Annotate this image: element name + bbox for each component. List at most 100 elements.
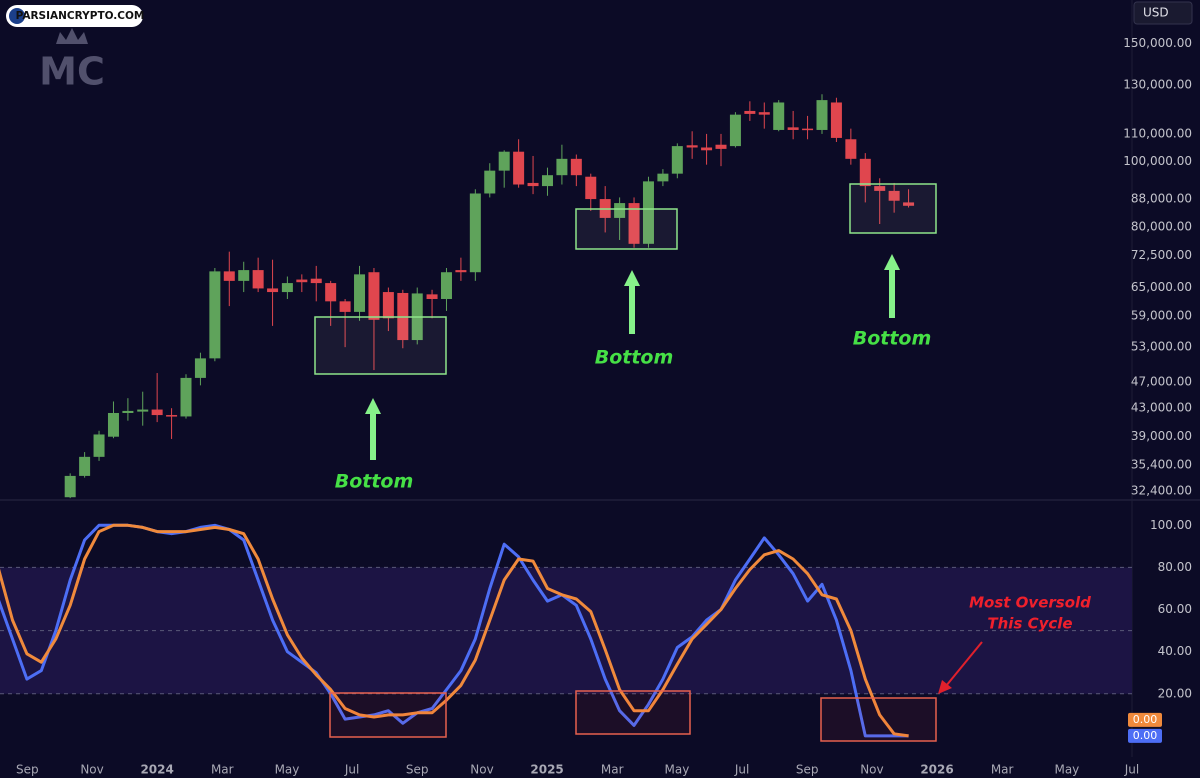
logo-text: MC (39, 50, 105, 94)
highlight-box (849, 183, 937, 234)
candle-body (440, 272, 452, 299)
y-tick-label: 47,000.00 (1131, 375, 1192, 389)
stoch-line (0, 523, 909, 738)
x-tick-label: 2026 (920, 763, 953, 777)
x-tick-label: May (275, 763, 300, 777)
x-tick-label: May (1054, 763, 1079, 777)
y-tick-label: 88,000.00 (1131, 192, 1192, 206)
candle-body (715, 144, 727, 149)
candle-body (570, 158, 582, 176)
x-tick-label: Jul (344, 763, 359, 777)
currency-label: USD (1143, 6, 1169, 20)
up-arrow (624, 270, 640, 334)
candle-body (252, 270, 264, 289)
candle-body (223, 271, 235, 281)
y-tick-label: 32,400.00 (1131, 483, 1192, 497)
candle-body (93, 434, 105, 457)
candle-body (585, 176, 597, 200)
y-tick-label: 100,000.00 (1123, 154, 1192, 168)
candle-body (122, 410, 134, 413)
candle-body (79, 456, 91, 476)
x-tick-label: Sep (16, 763, 39, 777)
candle-body (455, 270, 467, 273)
candle-body (469, 193, 481, 273)
annotation-text: Bottom (335, 471, 414, 493)
candle-body (642, 181, 654, 244)
candle-body (628, 203, 640, 244)
x-tick-label: Mar (601, 763, 624, 777)
candle-body (339, 301, 351, 312)
price-pane (64, 94, 915, 499)
candle-body (513, 151, 525, 185)
x-tick-label: Sep (796, 763, 819, 777)
candle-body (729, 114, 741, 147)
candle-body (64, 475, 76, 498)
y-tick-label: 100.00 (1150, 518, 1192, 532)
annotation-text: Most Oversold (969, 594, 1091, 612)
annotation-text: Bottom (595, 347, 674, 369)
candle-body (107, 412, 119, 437)
y-tick-label: 150,000.00 (1123, 36, 1192, 50)
oversold-band (0, 567, 1132, 694)
annotation-text: Bottom (853, 328, 932, 350)
watermark-pill (6, 5, 143, 27)
candle-body (701, 147, 713, 151)
logo-crown (56, 28, 88, 44)
last-value-label: 0.00 (1133, 713, 1158, 726)
candle-body (903, 202, 915, 206)
candle-body (180, 377, 192, 417)
y-tick-label: 43,000.00 (1131, 401, 1192, 415)
candle-body (137, 409, 149, 412)
y-tick-label: 72,500.00 (1131, 248, 1192, 262)
candle-body (382, 292, 394, 319)
watermark-text: PARSIANCRYPTO.COM (16, 10, 145, 22)
candle-body (296, 279, 308, 283)
y-tick-label: 35,400.00 (1131, 457, 1192, 471)
candle-body (556, 158, 568, 176)
x-tick-label: Nov (470, 763, 493, 777)
x-tick-label: 2025 (530, 763, 563, 777)
last-value-box (1128, 712, 1162, 727)
candle-body (238, 270, 250, 281)
candle-body (744, 110, 756, 114)
up-arrow (365, 398, 381, 460)
candle-body (874, 186, 886, 191)
x-tick-label: Mar (211, 763, 234, 777)
watermark-icon (9, 8, 25, 24)
highlight-box (314, 316, 447, 375)
annotation-arrow-head (938, 680, 952, 694)
x-tick-label: Sep (406, 763, 429, 777)
candle-body (166, 415, 178, 417)
candle-body (657, 173, 669, 182)
oversold-box (329, 692, 447, 738)
y-tick-label: 40.00 (1158, 644, 1192, 658)
candle-body (426, 294, 438, 299)
currency-frame (1133, 1, 1193, 25)
candle-body (151, 409, 163, 416)
candle-body (773, 102, 785, 130)
x-tick-label: 2024 (140, 763, 173, 777)
candle-body (194, 358, 206, 378)
candle-body (830, 102, 842, 138)
x-tick-label: Jul (734, 763, 749, 777)
annotation-text: This Cycle (987, 615, 1072, 633)
annotation-arrow-shaft (945, 641, 983, 687)
candle-body (527, 182, 539, 187)
x-tick-label: Nov (860, 763, 883, 777)
candle-body (310, 278, 322, 284)
watermark: PARSIANCRYPTO.COM (6, 5, 144, 27)
candle-body (368, 272, 380, 320)
candle-body (541, 175, 553, 187)
highlight-box (575, 208, 678, 250)
candle-body (498, 151, 510, 171)
candle-body (354, 274, 366, 312)
candle-body (816, 100, 828, 130)
stoch-pane (0, 523, 1132, 738)
up-arrow (884, 254, 900, 318)
y-tick-label: 110,000.00 (1123, 126, 1192, 140)
oversold-box (820, 697, 937, 742)
candle-body (888, 190, 900, 201)
candle-body (267, 288, 279, 293)
x-tick-label: May (665, 763, 690, 777)
candle-body (484, 170, 496, 194)
